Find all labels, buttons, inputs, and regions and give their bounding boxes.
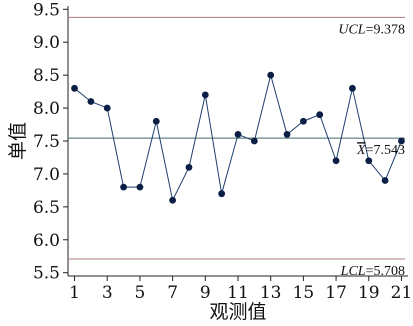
data-point [267, 71, 275, 79]
x-tick-label: 21 [391, 283, 413, 303]
x-tick-label: 7 [167, 283, 178, 303]
y-ticks: 5.5 6.0 6.5 7.0 7.5 8.0 8.5 9.0 9.5 [33, 0, 68, 284]
series-markers [71, 71, 405, 204]
data-point [398, 137, 405, 145]
reference-label-lcl: LCL=5.708 [340, 264, 405, 279]
data-point [332, 157, 340, 165]
reference-labels: UCL=9.378 X=7.543 LCL=5.708 [338, 22, 405, 279]
y-tick-label: 9.5 [33, 0, 60, 20]
x-tick-label: 15 [293, 283, 315, 303]
data-point [201, 91, 209, 99]
x-tick-label: 3 [102, 283, 113, 303]
y-tick-label: 9.0 [33, 33, 60, 53]
y-tick-label: 6.0 [33, 231, 60, 251]
y-axis-title: 单值 [7, 122, 29, 160]
data-point [365, 157, 373, 165]
data-point [349, 84, 356, 92]
data-point [87, 98, 95, 105]
reference-label-x-bar: X=7.543 [356, 143, 405, 158]
y-tick-label: 7.0 [33, 165, 60, 185]
data-point [316, 111, 324, 119]
y-tick-label: 6.5 [33, 198, 60, 218]
x-tick-label: 13 [260, 283, 282, 303]
y-tick-label: 8.0 [33, 99, 60, 119]
data-point [185, 163, 193, 171]
data-point [120, 183, 127, 191]
data-point [381, 177, 389, 184]
data-point [71, 84, 78, 92]
data-point [169, 196, 177, 204]
data-point [218, 190, 226, 198]
y-tick-label: 5.5 [33, 264, 60, 284]
x-tick-label: 19 [358, 283, 380, 303]
data-point [283, 131, 291, 138]
data-point [299, 117, 307, 125]
x-tick-label: 1 [69, 283, 80, 303]
x-tick-label: 5 [135, 283, 146, 303]
x-ticks: 1 3 5 7 9 11 13 15 17 19 21 [69, 276, 412, 303]
plot-area: 1 3 5 7 9 11 13 15 17 19 21 5.56.06.57.07.58.08.59… [33, 0, 412, 303]
x-tick-label: 17 [325, 283, 347, 303]
data-point [103, 104, 111, 112]
x-axis-title: 观测值 [209, 301, 266, 323]
x-tick-label: 9 [200, 283, 211, 303]
y-tick-label: 8.5 [33, 66, 60, 86]
data-point [234, 131, 242, 138]
y-tick-label: 7.5 [33, 132, 60, 152]
x-tick-label: 11 [227, 283, 249, 303]
data-point [250, 137, 258, 145]
data-point [136, 183, 144, 191]
data-point [152, 117, 160, 125]
reference-label-ucl: UCL=9.378 [338, 22, 405, 37]
